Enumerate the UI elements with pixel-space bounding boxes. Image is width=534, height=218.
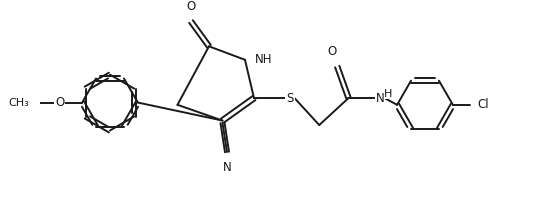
Text: S: S (286, 92, 294, 105)
Text: NH: NH (255, 53, 272, 66)
Text: N: N (223, 161, 231, 174)
Text: O: O (55, 96, 64, 109)
Text: N: N (375, 92, 384, 105)
Text: CH₃: CH₃ (8, 98, 29, 107)
Text: O: O (327, 46, 336, 58)
Text: Cl: Cl (477, 98, 489, 111)
Polygon shape (82, 78, 138, 127)
Text: O: O (186, 0, 195, 14)
Text: H: H (383, 89, 392, 99)
